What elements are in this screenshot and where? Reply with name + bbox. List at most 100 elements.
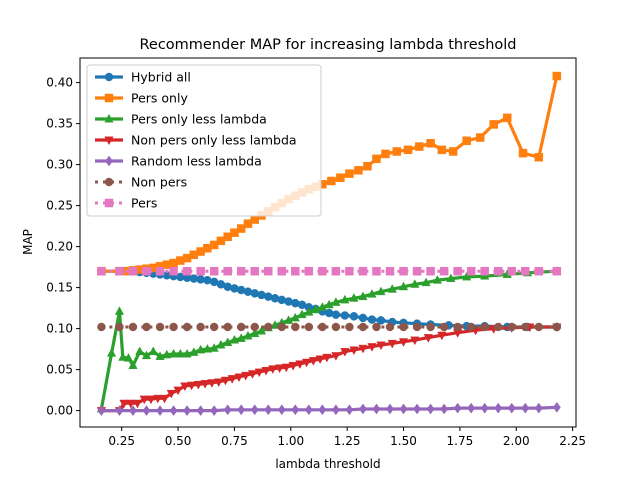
data-point-non-pers [480, 322, 489, 332]
data-point-random-less-lambda [440, 403, 449, 415]
data-point-non-pers [277, 322, 287, 332]
data-point-pers-only [415, 142, 424, 151]
data-point-pers-only-less-lambda [446, 273, 456, 283]
data-point-non-pers-only-less-lambda [301, 358, 312, 368]
data-point-random-less-lambda [129, 405, 137, 417]
data-point-pers [453, 266, 462, 276]
data-point-non-pers [358, 322, 368, 332]
data-point-random-less-lambda [507, 402, 516, 414]
data-point-pers [426, 266, 435, 276]
data-point-hybrid-all [358, 313, 368, 323]
legend-marker-non-pers-only-less-lambda [104, 136, 114, 146]
series-random-less-lambda [97, 401, 561, 417]
data-point-pers-only-less-lambda [432, 275, 442, 284]
legend-box [86, 64, 322, 217]
data-point-non-pers-only-less-lambda [322, 353, 332, 363]
data-point-pers-only [489, 120, 498, 129]
data-point-pers-only-less-lambda [256, 325, 267, 335]
data-point-non-pers-only-less-lambda [358, 344, 368, 354]
data-point-pers [128, 266, 138, 276]
series-pers [97, 266, 562, 276]
data-point-pers-only [534, 152, 544, 162]
data-point-random-less-lambda [196, 405, 205, 417]
data-point-pers-only-less-lambda [243, 330, 253, 340]
legend-label-pers-only-less-lambda: Pers only less lambda [131, 112, 267, 127]
data-point-non-pers-only-less-lambda [159, 394, 170, 404]
data-point-non-pers-only-less-lambda [398, 338, 409, 347]
data-point-pers-only-less-lambda [175, 348, 185, 358]
data-point-pers [358, 266, 368, 276]
legend: Hybrid all Pers only Pers only less lambda… [86, 64, 322, 217]
data-point-pers [277, 266, 287, 276]
data-point-random-less-lambda [291, 404, 300, 416]
data-point-pers [412, 266, 422, 276]
data-point-pers-only-less-lambda [106, 348, 117, 357]
data-point-random-less-lambda [318, 404, 327, 416]
legend-label-non-pers-only-less-lambda: Non pers only less lambda [131, 133, 297, 148]
data-point-pers-only [363, 161, 372, 171]
data-point-pers-only-less-lambda [310, 304, 321, 314]
data-point-random-less-lambda [534, 402, 543, 414]
data-point-non-pers [426, 322, 435, 332]
data-point-pers [480, 266, 489, 276]
data-point-pers-only-less-lambda [304, 307, 314, 316]
legend-item-non-pers: Non pers [95, 175, 187, 190]
data-point-non-pers [223, 322, 232, 332]
data-point-pers [552, 266, 562, 276]
data-point-non-pers-only-less-lambda [180, 382, 190, 392]
data-point-non-pers-only-less-lambda [387, 339, 397, 349]
data-point-pers-only-less-lambda [141, 350, 152, 360]
legend-item-non-pers-only-less-lambda: Non pers only less lambda [95, 133, 297, 148]
data-point-random-less-lambda [223, 404, 232, 416]
data-point-pers [466, 266, 476, 276]
data-point-pers [264, 266, 273, 276]
data-point-pers-only-less-lambda [340, 294, 350, 304]
data-point-non-pers-only-less-lambda [281, 363, 291, 373]
y-tick-label: 0.25 [46, 199, 73, 213]
data-point-non-pers [304, 322, 314, 332]
data-point-pers-only-less-lambda [331, 297, 341, 306]
y-axis-label: MAP [21, 229, 35, 255]
y-tick-label: 0.20 [46, 240, 73, 254]
data-point-pers [155, 266, 165, 276]
data-point-non-pers-only-less-lambda [315, 355, 325, 365]
data-point-pers-only [327, 176, 336, 186]
data-point-hybrid-all [340, 311, 350, 320]
data-point-non-pers-only-less-lambda [153, 394, 163, 404]
data-point-pers-only-less-lambda [189, 347, 199, 356]
data-point-pers-only-less-lambda [114, 306, 125, 315]
data-point-pers-only-less-lambda [148, 346, 158, 356]
data-point-pers-only [437, 145, 447, 155]
data-point-non-pers-only-less-lambda [254, 368, 264, 378]
data-point-random-less-lambda [494, 402, 503, 414]
legend-label-non-pers: Non pers [131, 175, 187, 190]
data-point-pers-only [518, 148, 528, 158]
x-tick-label: 2.00 [503, 434, 530, 448]
legend-item-pers-only: Pers only [95, 91, 188, 106]
data-point-non-pers [264, 322, 273, 332]
series-non-pers [97, 322, 562, 332]
data-point-non-pers-only-less-lambda [166, 389, 176, 399]
data-point-random-less-lambda [169, 405, 178, 417]
data-point-random-less-lambda [237, 404, 246, 416]
data-point-non-pers-only-less-lambda [186, 381, 197, 391]
legend-item-random-less-lambda: Random less lambda [95, 154, 262, 169]
y-tick-label: 0.40 [46, 76, 73, 90]
data-point-pers-only-less-lambda [229, 334, 240, 344]
data-point-pers [291, 266, 300, 276]
data-point-random-less-lambda [115, 405, 124, 417]
data-point-non-pers [453, 322, 462, 332]
data-point-non-pers-only-less-lambda [119, 399, 129, 409]
data-point-random-less-lambda [331, 404, 340, 416]
data-point-pers-only [381, 149, 390, 159]
data-point-pers [97, 266, 106, 276]
data-point-pers-only [236, 224, 246, 233]
data-point-pers-only-less-lambda [123, 352, 134, 362]
data-point-pers-only-less-lambda [376, 286, 386, 296]
data-point-hybrid-all [367, 315, 377, 324]
data-point-pers [250, 266, 259, 276]
data-point-pers-only-less-lambda [358, 291, 368, 301]
data-point-non-pers [534, 322, 544, 332]
x-tick-label: 1.75 [447, 434, 474, 448]
